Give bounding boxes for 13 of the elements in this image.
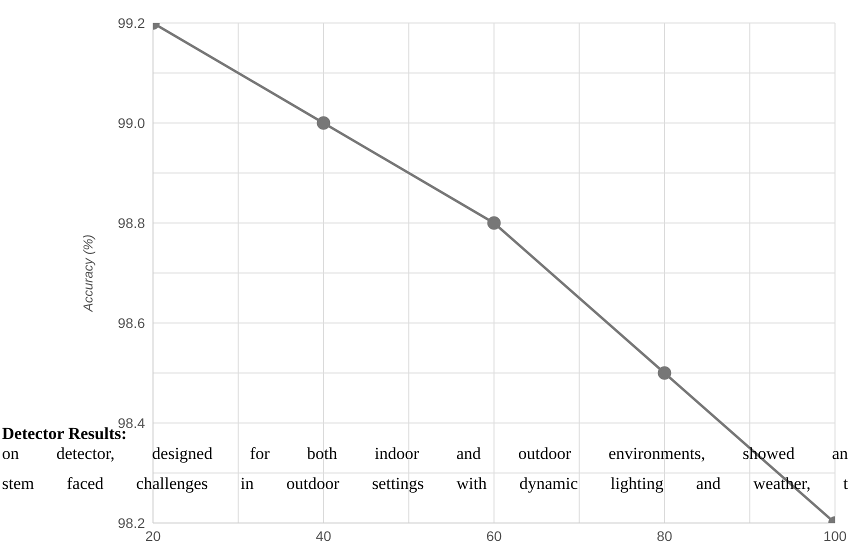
y-tick-label: 99.0 [118,114,146,131]
x-tick-label: 20 [145,528,161,544]
x-tick-label: 80 [656,528,672,544]
y-tick-label: 98.2 [118,514,146,531]
y-tick-label: 99.2 [118,14,146,31]
x-tick-label: 60 [486,528,502,544]
annotation: stem faced challenges in outdoor settings with dynamic lighting and weather, t [2,474,848,494]
y-tick-label: 98.8 [118,214,146,231]
y-axis-title: Accuracy (%) [80,234,96,313]
y-tick-label: 98.6 [118,314,146,331]
x-tick-label: 40 [316,528,332,544]
x-tick-label: 100 [823,528,847,544]
annotation: on detector, designed for both indoor and outdoor environments, showed an [2,444,848,464]
